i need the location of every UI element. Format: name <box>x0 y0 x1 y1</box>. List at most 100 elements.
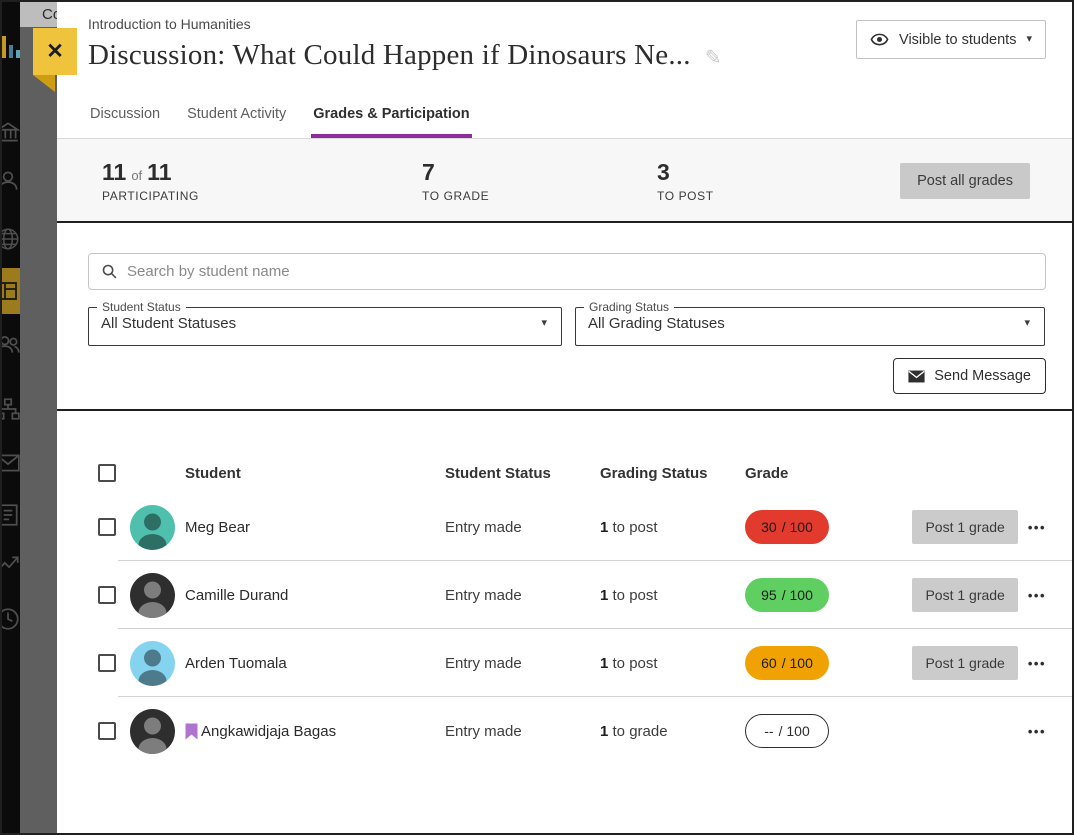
envelope-icon <box>908 370 925 382</box>
grades-panel: Introduction to Humanities Discussion: W… <box>57 0 1074 835</box>
people-icon[interactable] <box>0 332 20 358</box>
table-row: Arden Tuomala Entry made 1 to post 60 / … <box>98 629 1074 697</box>
table-row: Camille Durand Entry made 1 to post 95 /… <box>98 561 1074 629</box>
table-header-row: Student Student Status Grading Status Gr… <box>98 453 1046 493</box>
select-all-checkbox[interactable] <box>98 464 116 482</box>
overflow-menu-icon[interactable]: ••• <box>1027 723 1046 739</box>
stats-bar: 11 of 11 PARTICIPATING 7 TO GRADE 3 TO P… <box>57 139 1074 223</box>
student-name[interactable]: Meg Bear <box>185 518 251 536</box>
overflow-menu-icon[interactable]: ••• <box>1027 655 1046 671</box>
row-checkbox[interactable] <box>98 586 116 604</box>
grade-pill[interactable]: -- / 100 <box>745 714 829 748</box>
student-name[interactable]: Angkawidjaja Bagas <box>201 722 337 740</box>
activity-trend-icon[interactable] <box>0 552 20 578</box>
app-sidebar <box>0 0 20 835</box>
overflow-menu-icon[interactable]: ••• <box>1027 587 1046 603</box>
eye-icon <box>870 33 889 46</box>
column-header-student-status[interactable]: Student Status <box>445 464 551 482</box>
globe-icon[interactable] <box>0 226 20 252</box>
grade-value: -- <box>764 723 774 739</box>
org-chart-icon[interactable] <box>0 396 20 422</box>
grade-value: 95 <box>761 587 777 603</box>
avatar <box>130 572 175 618</box>
overflow-menu-icon[interactable]: ••• <box>1027 519 1046 535</box>
visibility-label: Visible to students <box>899 31 1017 48</box>
bookmark-flag-icon <box>185 723 198 740</box>
post-all-grades-button[interactable]: Post all grades <box>900 163 1030 199</box>
grading-status-label: Grading Status <box>589 300 670 314</box>
tab-bar: Discussion Student Activity Grades & Par… <box>57 96 1074 139</box>
post-grade-button[interactable]: Post 1 grade <box>912 578 1018 612</box>
row-checkbox[interactable] <box>98 722 116 740</box>
grading-count: 1 <box>600 654 609 672</box>
edit-pencil-icon[interactable]: ✎ <box>704 47 722 69</box>
stat-participating: 11 of 11 PARTICIPATING <box>102 159 199 203</box>
profile-icon[interactable] <box>0 168 20 194</box>
tab-student-activity[interactable]: Student Activity <box>187 106 287 122</box>
avatar <box>130 708 175 754</box>
post-grade-button[interactable]: Post 1 grade <box>912 646 1018 680</box>
grading-count: 1 <box>600 518 609 536</box>
close-icon: ✕ <box>46 40 64 63</box>
student-status-select[interactable]: Student Status All Student Statuses ▾ <box>88 300 562 346</box>
student-status: Entry made <box>445 722 522 740</box>
visibility-dropdown-button[interactable]: Visible to students ▾ <box>856 20 1046 59</box>
search-row <box>88 253 1046 290</box>
backdrop-partial-heading: Co <box>42 6 57 23</box>
panel-header: Introduction to Humanities Discussion: W… <box>57 0 1074 72</box>
grade-divider: / 100 <box>781 587 813 603</box>
student-name[interactable]: Arden Tuomala <box>185 654 287 672</box>
caret-down-icon: ▾ <box>1026 33 1032 45</box>
column-header-grading-status[interactable]: Grading Status <box>600 464 708 482</box>
student-status: Entry made <box>445 654 522 672</box>
grade-pill[interactable]: 30 / 100 <box>745 510 829 544</box>
student-name[interactable]: Camille Durand <box>185 586 289 604</box>
participating-total: 11 <box>147 159 172 185</box>
to-grade-label: TO GRADE <box>422 189 490 203</box>
table-row: Angkawidjaja Bagas Entry made 1 to grade… <box>98 697 1046 765</box>
column-header-grade[interactable]: Grade <box>745 464 789 482</box>
participating-of: of <box>131 168 143 183</box>
column-header-student[interactable]: Student <box>185 464 241 482</box>
post-grade-button[interactable]: Post 1 grade <box>912 510 1018 544</box>
institution-icon[interactable] <box>0 120 20 146</box>
recent-activity-icon[interactable] <box>0 606 20 632</box>
grade-pill[interactable]: 60 / 100 <box>745 646 829 680</box>
tab-discussion[interactable]: Discussion <box>90 106 161 122</box>
grading-count: 1 <box>600 586 609 604</box>
grading-label: to post <box>612 586 658 604</box>
search-input[interactable] <box>127 263 1033 280</box>
bar-chart-icon[interactable] <box>0 32 20 58</box>
caret-down-icon: ▾ <box>1024 317 1030 329</box>
grade-divider: / 100 <box>778 723 810 739</box>
avatar <box>130 640 175 686</box>
caret-down-icon: ▾ <box>541 317 547 329</box>
gradebook-icon[interactable] <box>0 502 20 528</box>
student-status-value: All Student Statuses <box>101 315 237 332</box>
to-post-label: TO POST <box>657 189 714 203</box>
breadcrumb[interactable]: Introduction to Humanities <box>88 16 251 32</box>
page-title: Discussion: What Could Happen if Dinosau… <box>88 39 691 71</box>
grade-divider: / 100 <box>781 655 813 671</box>
grading-label: to post <box>612 654 658 672</box>
backdrop-topbar <box>20 0 57 27</box>
stat-to-post: 3 TO POST <box>657 159 714 203</box>
search-box[interactable] <box>88 253 1046 290</box>
grading-count: 1 <box>600 722 609 740</box>
grade-value: 30 <box>761 519 777 535</box>
close-panel-button[interactable]: ✕ <box>33 28 77 75</box>
grading-status-select[interactable]: Grading Status All Grading Statuses ▾ <box>575 300 1045 346</box>
row-checkbox[interactable] <box>98 518 116 536</box>
grade-pill[interactable]: 95 / 100 <box>745 578 829 612</box>
grading-label: to post <box>612 518 658 536</box>
send-message-label: Send Message <box>934 368 1031 384</box>
messages-icon[interactable] <box>0 450 20 476</box>
student-status-label: Student Status <box>102 300 181 314</box>
send-message-button[interactable]: Send Message <box>893 358 1046 394</box>
row-checkbox[interactable] <box>98 654 116 672</box>
student-status: Entry made <box>445 518 522 536</box>
courses-grid-icon[interactable] <box>0 268 20 314</box>
table-row: Meg Bear Entry made 1 to post 30 / 100 P… <box>98 493 1074 561</box>
grading-status-value: All Grading Statuses <box>588 315 725 332</box>
tab-grades-participation[interactable]: Grades & Participation <box>311 96 472 138</box>
